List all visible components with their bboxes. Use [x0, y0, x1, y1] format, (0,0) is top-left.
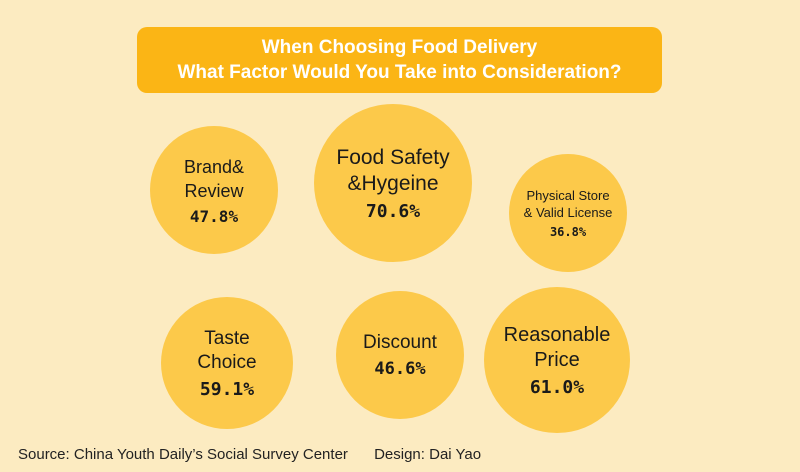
chart-title: When Choosing Food Delivery What Factor …	[137, 27, 662, 93]
bubble-label: Price	[534, 348, 580, 371]
bubble-label: Physical Store	[526, 188, 610, 203]
bubble-value: 70.6%	[365, 200, 421, 222]
bubble-label: &Hygeine	[347, 171, 439, 195]
bubble-label: Review	[184, 180, 244, 201]
bubble: Food Safety &Hygeine 70.6%	[314, 104, 472, 262]
footer: Source: China Youth Daily’s Social Surve…	[18, 446, 481, 463]
bubble-label: & Valid License	[523, 205, 613, 220]
bubble: Discount 46.6%	[336, 291, 464, 419]
bubble-value: 36.8%	[549, 225, 587, 239]
title-line-1: When Choosing Food Delivery	[261, 37, 538, 58]
bubble-value: 46.6%	[374, 359, 426, 379]
bubble-value: 47.8%	[189, 206, 239, 226]
bubble-label: Taste	[204, 327, 250, 349]
bubble-label: Discount	[363, 332, 437, 353]
bubble-label: Brand&	[183, 156, 245, 177]
title-line-2: What Factor Would You Take into Consider…	[177, 62, 622, 83]
bubble: Reasonable Price 61.0%	[484, 287, 630, 433]
bubble-label: Choice	[197, 351, 257, 373]
bubble-label: Reasonable	[503, 323, 611, 346]
design-credit: Design: Dai Yao	[374, 446, 482, 463]
bubble: Physical Store & Valid License 36.8%	[509, 154, 627, 272]
bubble-value: 59.1%	[199, 378, 255, 400]
bubble-value: 61.0%	[529, 376, 585, 398]
source-text: Source: China Youth Daily’s Social Surve…	[18, 446, 348, 463]
bubble: Taste Choice 59.1%	[161, 297, 293, 429]
bubble: Brand& Review 47.8%	[150, 126, 278, 254]
bubble-label: Food Safety	[336, 145, 450, 169]
